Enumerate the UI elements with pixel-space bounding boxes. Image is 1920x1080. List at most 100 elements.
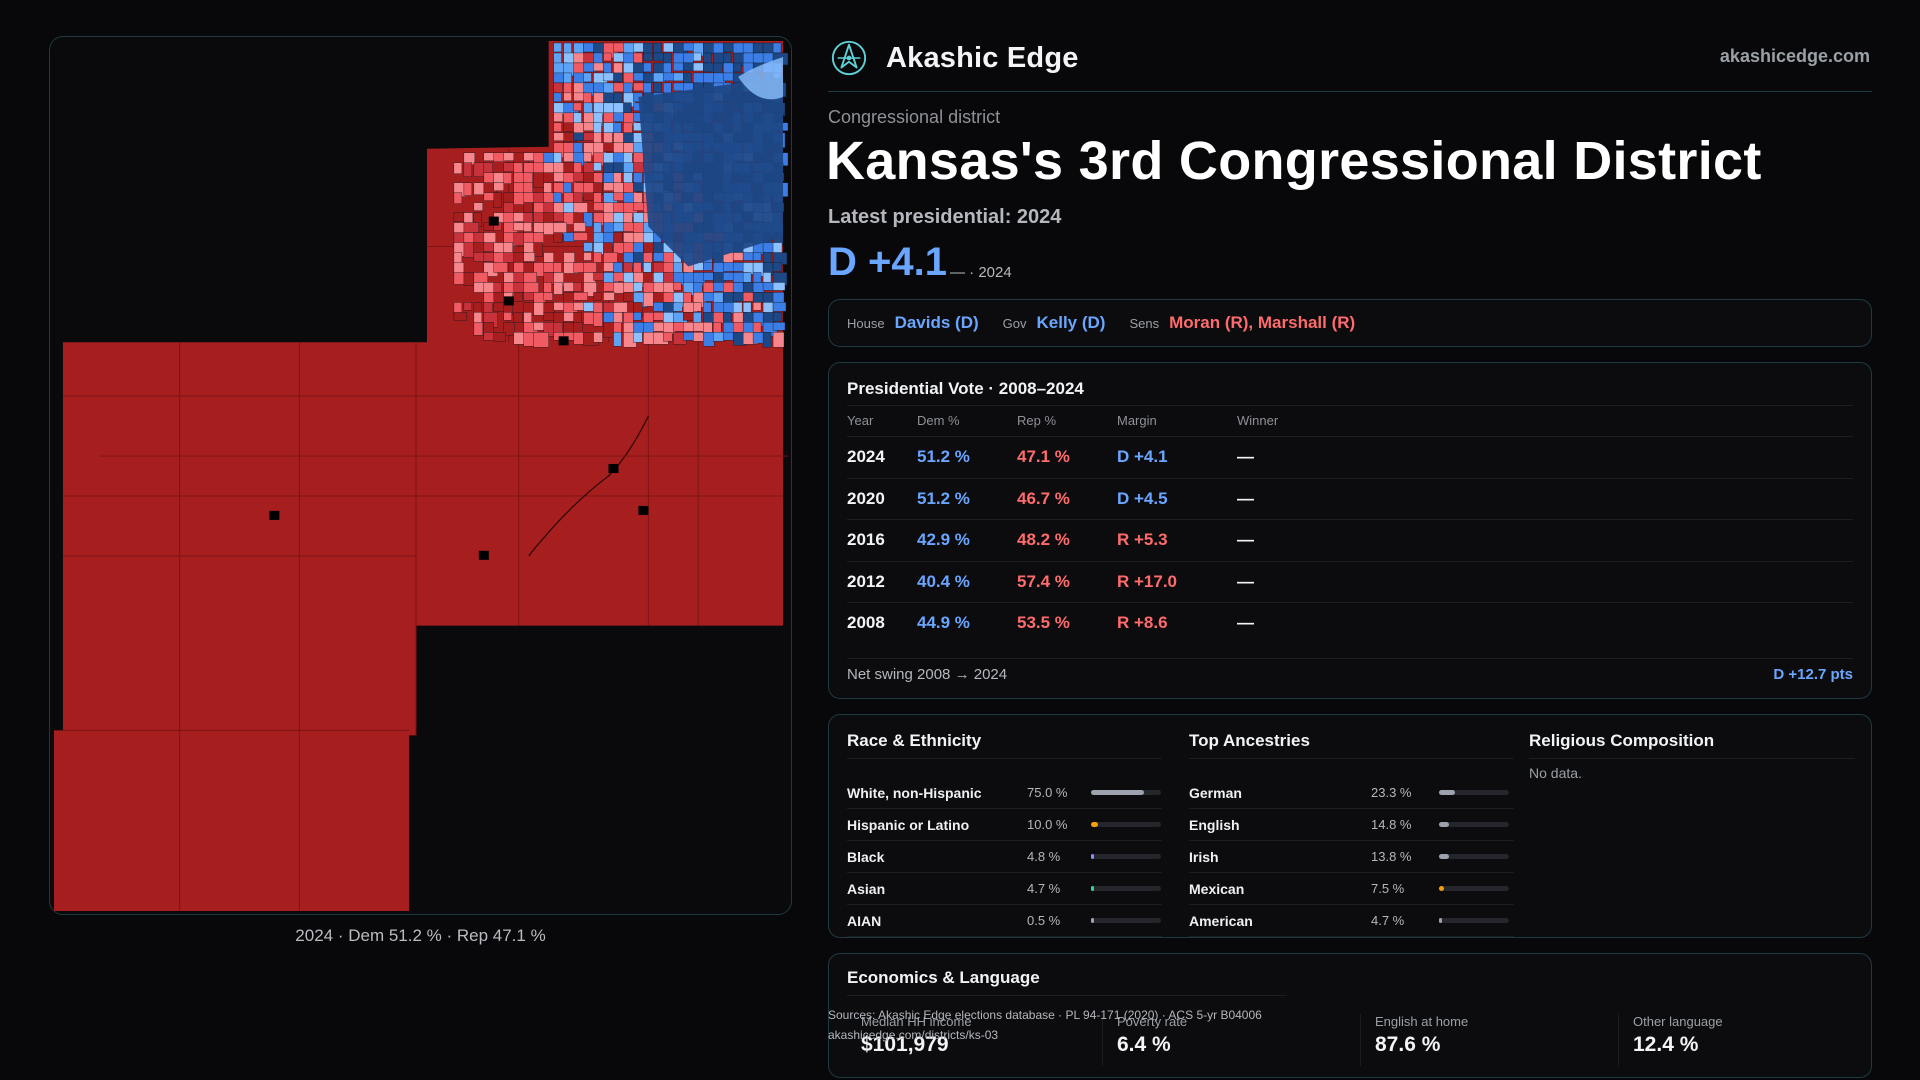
precinct-shape [553, 82, 563, 94]
precinct-shape [663, 42, 675, 53]
precinct-shape [583, 252, 592, 261]
brand[interactable]: Akashic Edge [830, 38, 1079, 78]
precinct-shape [463, 272, 475, 286]
list-item: Irish 13.8 % [1189, 841, 1514, 873]
net-swing-label: Net swing 2008 → 2024 [847, 666, 1008, 683]
percent-bar-fill [1091, 886, 1095, 891]
precinct-shape [553, 302, 564, 311]
precinct-shape [623, 122, 633, 133]
row-winner: — [1237, 571, 1254, 591]
precinct-shape [553, 72, 564, 84]
precinct-shape [453, 162, 463, 174]
precinct-shape [752, 272, 762, 283]
precinct-shape [633, 202, 645, 211]
precinct-shape [543, 282, 552, 293]
precinct-map[interactable] [49, 36, 792, 915]
table-divider [847, 658, 1853, 659]
presidential-card-title: Presidential Vote · 2008–2024 [847, 379, 1084, 398]
house-rep-link[interactable]: Davids (D) [894, 313, 979, 332]
precinct-shape [603, 52, 612, 62]
sources-footer: Sources: Akashic Edge elections database… [828, 1005, 1262, 1045]
precinct-shape [633, 282, 643, 292]
precinct-shape [732, 252, 744, 261]
precinct-shape [752, 42, 764, 54]
row-winner: — [1237, 530, 1254, 549]
precinct-shape [573, 102, 582, 112]
list-item-value: 75.0 % [1027, 785, 1068, 800]
row-rep-pct: 57.4 % [1017, 571, 1070, 591]
precinct-shape [583, 262, 597, 273]
precinct-shape [533, 332, 549, 348]
precinct-shape [772, 312, 783, 322]
precinct-shape [643, 252, 653, 263]
table-row: 2020 51.2 % 46.7 % D +4.5 — [847, 477, 1853, 519]
percent-bar [1439, 822, 1509, 827]
row-winner: — [1237, 447, 1254, 466]
precinct-shape [623, 292, 634, 302]
page-eyebrow: Congressional district [828, 107, 1001, 127]
precinct-shape [653, 82, 662, 95]
list-item: AIAN 0.5 % [847, 905, 1162, 937]
governor-link[interactable]: Kelly (D) [1036, 313, 1106, 332]
precinct-shape [593, 312, 603, 327]
precinct-shape [613, 302, 628, 313]
precinct-shape [613, 72, 623, 83]
precinct-shape [493, 192, 502, 208]
latest-margin: D +4.1 [828, 240, 947, 284]
precinct-shape [643, 232, 655, 244]
precinct-shape [683, 322, 695, 332]
percent-bar [1439, 790, 1509, 795]
senators-link[interactable]: Moran (R), Marshall (R) [1169, 313, 1356, 332]
list-item-label: Black [847, 849, 885, 865]
precinct-shape [593, 272, 604, 281]
econ-stat: Poverty rate 6.4 % [1102, 1014, 1342, 1066]
precinct-shape [683, 292, 692, 304]
row-margin: D +4.1 [1117, 447, 1168, 466]
precinct-shape [573, 292, 588, 301]
economics-title: Economics & Language [847, 968, 1040, 987]
econ-stat-value: 12.4 % [1633, 1033, 1699, 1056]
precinct-shape [752, 252, 762, 261]
precinct-shape [623, 312, 634, 324]
precinct-shape [523, 312, 532, 324]
precinct-shape [713, 322, 722, 334]
precinct-shape [683, 332, 694, 341]
row-dem-pct: 51.2 % [917, 488, 970, 508]
precinct-shape [633, 332, 643, 343]
latest-presidential-label: Latest presidential: 2024 [828, 206, 1062, 228]
precinct-shape [683, 62, 695, 72]
percent-bar [1091, 854, 1161, 859]
precinct-shape [573, 172, 584, 182]
precinct-shape [523, 252, 535, 262]
map-canvas[interactable] [50, 37, 791, 914]
precinct-shape [673, 72, 685, 82]
list-item-value: 10.0 % [1027, 817, 1068, 832]
precinct-shape [772, 302, 787, 312]
precinct-shape [722, 302, 735, 314]
list-item: White, non-Hispanic 75.0 % [847, 777, 1162, 809]
precinct-shape [633, 62, 644, 75]
precinct-shape [523, 222, 532, 232]
akashic-edge-logo-icon [831, 40, 867, 76]
section-divider [1189, 758, 1514, 759]
religion-no-data: No data. [1529, 765, 1582, 781]
precinct-shape [583, 72, 592, 83]
econ-stat: Median HH income $101,979 [847, 1014, 1087, 1066]
row-year: 2008 [847, 613, 885, 632]
list-item: Mexican 7.5 % [1189, 873, 1514, 905]
district-url[interactable]: akashicedge.com/districts/ks-03 [828, 1028, 999, 1042]
brand-url-link[interactable]: akashicedge.com [1719, 46, 1870, 66]
no-data-precinct [503, 296, 514, 306]
precinct-shape [603, 292, 615, 301]
precinct-shape [553, 192, 562, 203]
precinct-shape [663, 72, 675, 82]
precinct-shape [673, 302, 683, 312]
list-item: English 14.8 % [1189, 809, 1514, 841]
list-item: Hispanic or Latino 10.0 % [847, 809, 1162, 841]
precinct-shape [703, 302, 712, 314]
precinct-shape [503, 322, 515, 336]
percent-bar [1439, 918, 1509, 923]
precinct-shape [613, 332, 622, 347]
precinct-shape [683, 42, 695, 52]
precinct-shape [772, 322, 786, 331]
